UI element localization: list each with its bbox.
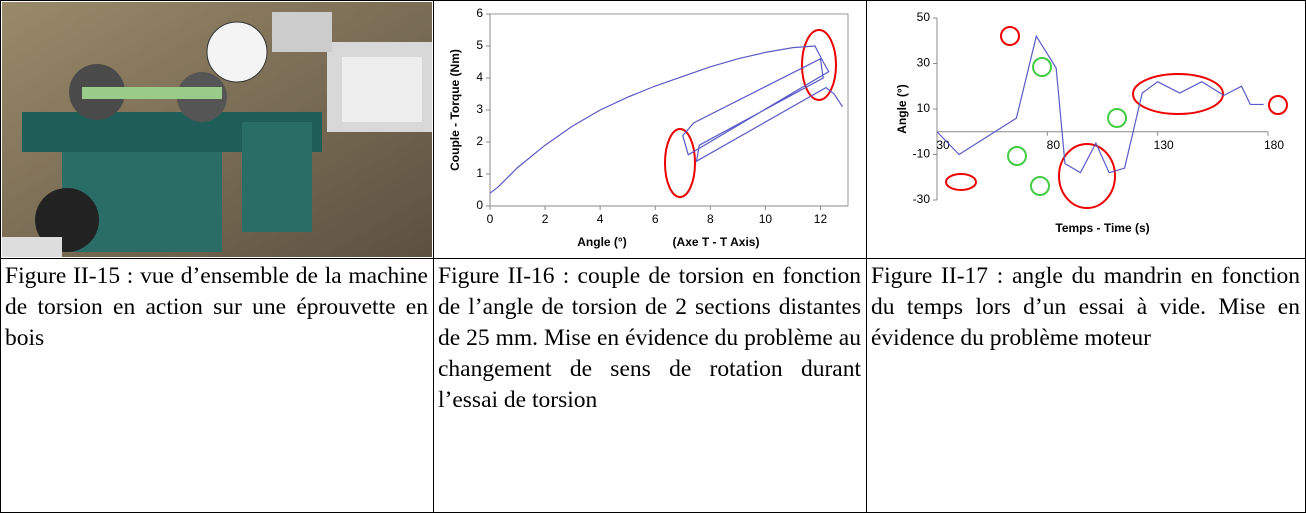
- x-tick-label: 130: [1154, 138, 1174, 152]
- y-tick-label: 30: [917, 56, 931, 70]
- highlight-circle: [945, 173, 977, 191]
- caption: Figure II-17 : angle du mandrin en fonct…: [871, 263, 1300, 351]
- y-tick-label: 4: [476, 70, 483, 84]
- x-tick-label: 10: [759, 212, 773, 226]
- highlight-circle: [1268, 95, 1288, 115]
- x-axis-note: (Axe T - T Axis): [673, 235, 760, 249]
- x-tick-label: 30: [936, 138, 950, 152]
- y-tick-label: 3: [476, 102, 483, 116]
- data-line: [936, 34, 1264, 174]
- chart-angle: -30 -10 10 30 50 30 80 130 180 Angle (°) Temps - T…: [895, 10, 1288, 235]
- caption: Figure II-16 : couple de torsion en fonc…: [438, 263, 861, 413]
- x-tick-label: 80: [1047, 138, 1061, 152]
- highlight-circle: [1032, 57, 1052, 77]
- y-tick-label: -30: [913, 192, 931, 206]
- x-tick-label: 180: [1264, 138, 1284, 152]
- highlight-circle: [1107, 108, 1127, 128]
- highlight-circle: [1030, 176, 1050, 196]
- y-axis-title: Angle (°): [895, 84, 909, 133]
- caption: Figure II-15 : vue d’ensemble de la mach…: [5, 263, 428, 351]
- data-line: [489, 45, 843, 194]
- y-tick-label: 5: [476, 38, 483, 52]
- x-tick-label: 6: [652, 212, 659, 226]
- table-border: [433, 0, 434, 513]
- y-tick-label: 2: [476, 134, 483, 148]
- y-tick-label: -10: [913, 147, 931, 161]
- highlight-circle: [1007, 146, 1027, 166]
- y-axis-title: Couple - Torque (Nm): [448, 49, 462, 171]
- highlight-ellipse: [1132, 73, 1224, 115]
- x-axis-title: Temps - Time (s): [1055, 221, 1149, 235]
- highlight-ellipse: [1058, 143, 1116, 209]
- table-border: [0, 0, 1, 513]
- table-border: [0, 0, 1306, 1]
- highlight-ellipse: [801, 29, 837, 101]
- x-axis-title: Angle (°): [577, 235, 626, 249]
- table-border: [866, 0, 867, 513]
- table-border: [0, 258, 1306, 259]
- y-tick-label: 6: [476, 6, 483, 20]
- photo: [2, 2, 432, 257]
- x-tick-label: 12: [814, 212, 828, 226]
- y-tick-label: 1: [476, 166, 483, 180]
- highlight-ellipse: [664, 128, 696, 198]
- x-tick-label: 4: [597, 212, 604, 226]
- x-tick-label: 0: [487, 212, 494, 226]
- highlight-circle: [1000, 26, 1020, 46]
- y-tick-label: 10: [917, 101, 931, 115]
- x-tick-label: 2: [542, 212, 549, 226]
- y-tick-label: 0: [476, 198, 483, 212]
- y-tick-label: 50: [917, 10, 931, 24]
- plot-frame: [489, 13, 849, 207]
- x-tick-label: 8: [707, 212, 714, 226]
